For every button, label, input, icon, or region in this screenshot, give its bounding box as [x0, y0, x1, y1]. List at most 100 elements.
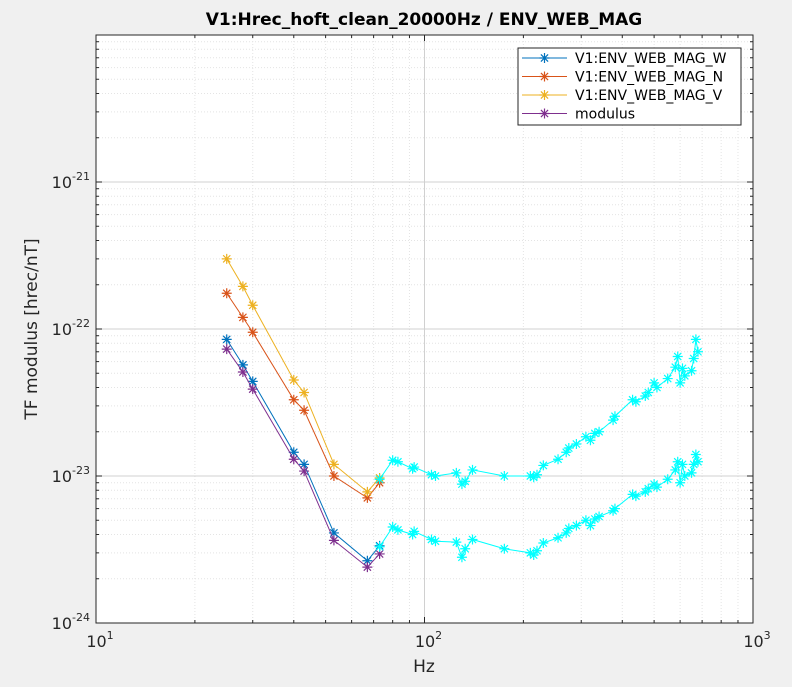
highlight-2-point	[585, 520, 596, 531]
highlight-2-point	[460, 543, 471, 554]
legend-item-web-mag-n[interactable]: V1:ENV_WEB_MAG_N	[522, 70, 723, 86]
highlight-2-point	[561, 527, 572, 538]
highlight-2-point	[679, 471, 690, 481]
highlight-1-point	[580, 431, 591, 442]
web-mag-w-point	[247, 376, 258, 387]
highlight-2-point	[430, 536, 441, 547]
web-mag-n-point	[299, 405, 310, 416]
highlight-1-point	[563, 443, 574, 454]
y-tick-label: 10-22	[52, 317, 90, 339]
highlight-1-point	[374, 474, 385, 485]
web-mag-n-point	[288, 394, 299, 405]
x-tick-label: 103	[743, 629, 770, 651]
web-mag-v-point	[288, 374, 299, 385]
highlight-1-point	[651, 382, 662, 393]
highlight-2-point	[630, 491, 641, 502]
highlight-1-point	[553, 454, 564, 465]
highlight-1-point	[686, 365, 697, 376]
legend-item-web-mag-w[interactable]: V1:ENV_WEB_MAG_W	[522, 51, 727, 67]
legend-item-web-mag-v[interactable]: V1:ENV_WEB_MAG_V	[522, 88, 723, 104]
legend-label: V1:ENV_WEB_MAG_V	[575, 88, 723, 104]
legend-swatch-marker	[539, 108, 550, 119]
highlight-2-point	[571, 520, 582, 531]
highlight-2-point	[670, 464, 681, 475]
highlight-1-point	[387, 455, 398, 466]
highlight-2-point	[643, 483, 654, 494]
highlight-1-point	[467, 464, 478, 475]
web-mag-w-point	[362, 555, 373, 566]
modulus-point	[247, 384, 258, 395]
highlight-1-point	[451, 467, 462, 478]
modulus-point	[328, 535, 339, 546]
highlight-2-point	[531, 545, 542, 556]
chart-title: V1:Hrec_hoft_clean_20000Hz / ENV_WEB_MAG	[206, 10, 642, 30]
web-mag-v-point	[362, 486, 373, 497]
highlight-1-point	[690, 334, 701, 345]
highlight-2-point	[538, 538, 549, 549]
highlight-2-point	[374, 541, 385, 552]
web-mag-w-line	[226, 339, 380, 562]
x-axis-label: Hz	[413, 657, 435, 677]
highlight-2-point	[627, 489, 638, 500]
highlight-1-point	[679, 370, 690, 381]
legend-item-modulus[interactable]: modulus	[522, 107, 635, 123]
modulus-point	[288, 454, 299, 465]
highlight-1-point	[630, 396, 641, 407]
highlight-2-point	[387, 521, 398, 532]
web-mag-n-point	[221, 288, 232, 299]
y-tick-label: 10-21	[52, 170, 90, 192]
web-mag-n-point	[247, 327, 258, 338]
highlight-1-point	[525, 471, 536, 481]
legend-swatch-marker	[539, 90, 550, 100]
web-mag-v-point	[328, 459, 339, 470]
axis-ticks	[95, 35, 753, 624]
highlight-2-point	[528, 550, 539, 561]
web-mag-w-point	[299, 459, 310, 470]
highlight-2-point	[690, 449, 701, 460]
highlight-2-point	[677, 459, 688, 470]
highlight-2-point	[456, 552, 467, 563]
highlight-2-point	[392, 524, 403, 535]
web-mag-n-point	[362, 492, 373, 503]
x-tick-label: 102	[415, 629, 442, 651]
highlight-1-point	[585, 435, 596, 446]
highlight-2-point	[675, 477, 686, 488]
highlight-2-point	[407, 529, 418, 540]
modulus-line	[226, 348, 380, 568]
highlight-1-point	[538, 460, 549, 471]
highlight-1-point	[594, 426, 605, 437]
legend[interactable]: V1:ENV_WEB_MAG_W V1:ENV_WEB_MAG_N V1:ENV_W…	[517, 47, 742, 126]
web-mag-v-point	[299, 387, 310, 398]
highlight-2-point	[409, 526, 420, 537]
highlight-1-point	[409, 462, 420, 473]
legend-label: modulus	[575, 107, 635, 123]
highlight-1-point	[649, 377, 660, 388]
highlight-2-point	[589, 513, 600, 524]
highlight-1-point	[531, 469, 542, 480]
web-mag-w-point	[237, 359, 248, 370]
highlight-1-point	[561, 447, 572, 458]
highlight-1-point	[460, 476, 471, 487]
web-mag-v-point	[247, 300, 258, 311]
y-axis-label: TF modulus [hrec/nT]	[22, 238, 42, 420]
highlight-1-point	[608, 415, 619, 426]
web-mag-n-point	[328, 471, 339, 481]
highlight-1-point	[609, 411, 620, 422]
tick-labels: 101 102 103 10-24 10-23 10-22 10-21	[52, 170, 771, 651]
highlight-1-point	[688, 353, 699, 364]
legend-label: V1:ENV_WEB_MAG_N	[575, 70, 723, 86]
highlight-1-series	[374, 334, 703, 490]
highlight-1-point	[627, 394, 638, 405]
highlight-2-point	[499, 543, 510, 554]
highlight-2-point	[651, 482, 662, 493]
highlight-2-point	[594, 511, 605, 522]
highlight-2-point	[553, 532, 564, 543]
modulus-point	[362, 562, 373, 573]
legend-label: V1:ENV_WEB_MAG_W	[575, 51, 727, 67]
modulus-point	[221, 344, 232, 355]
highlight-1-point	[675, 377, 686, 388]
highlight-2-point	[609, 503, 620, 514]
series-layer	[221, 253, 703, 573]
